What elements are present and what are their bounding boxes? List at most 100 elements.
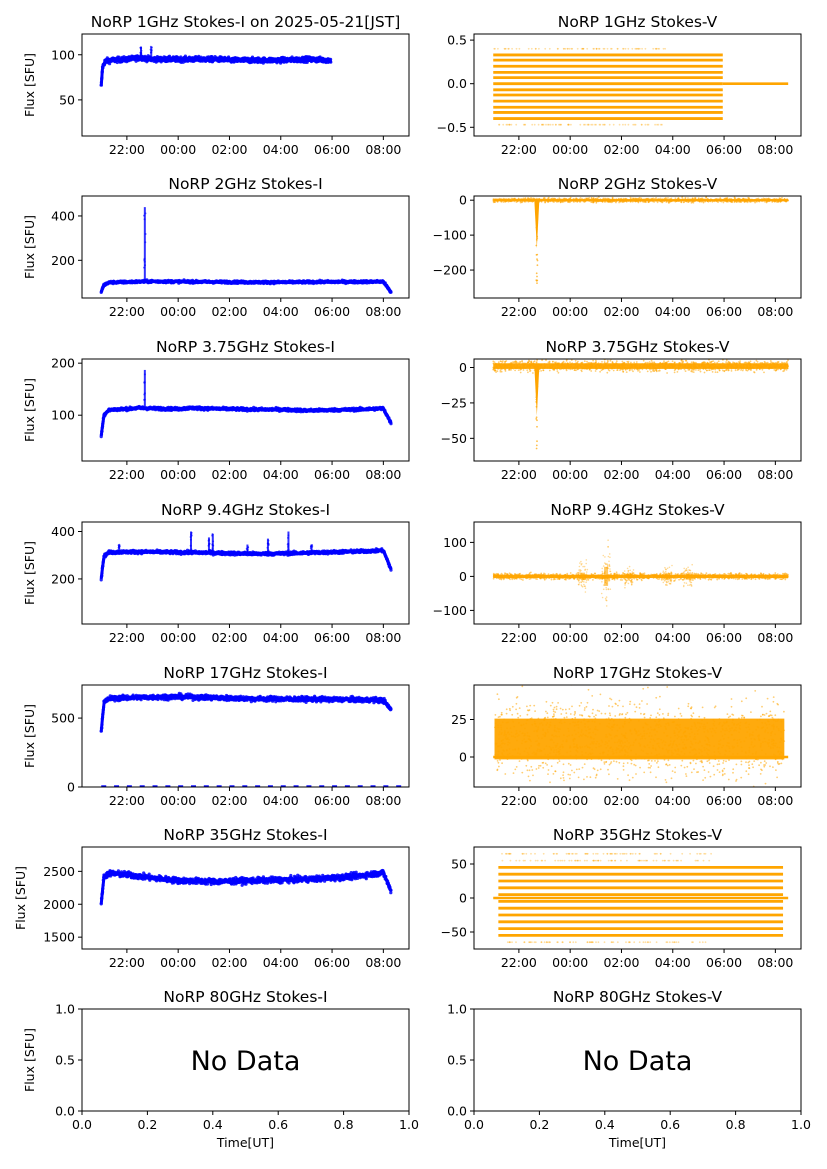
y-tick-label: 0.5 — [447, 33, 467, 48]
x-tick-label: 06:00 — [706, 142, 742, 157]
chart-title: NoRP 2GHz Stokes-V — [558, 175, 718, 193]
band-point — [539, 199, 542, 202]
band-point — [709, 198, 712, 200]
plot-area — [473, 195, 802, 299]
band-point — [739, 199, 741, 201]
band-point — [765, 199, 768, 202]
dip-point — [536, 259, 539, 262]
outlier-point — [598, 123, 601, 126]
outlier-point — [591, 123, 594, 126]
band-point — [619, 201, 622, 203]
band-point — [496, 201, 499, 203]
band-point — [610, 201, 613, 204]
spike-point — [140, 49, 143, 52]
band-point — [758, 199, 761, 202]
y-tick-label: −0.5 — [437, 120, 467, 135]
outlier-point — [507, 47, 510, 50]
band-point — [746, 198, 749, 201]
band-point — [531, 200, 534, 203]
band-point — [611, 199, 614, 202]
band-point — [653, 198, 656, 201]
band-point — [595, 200, 598, 203]
band-point — [607, 200, 610, 202]
x-tick-label: 00:00 — [160, 304, 196, 319]
band-point — [544, 201, 547, 203]
band-point — [573, 199, 575, 202]
band-point — [716, 200, 718, 202]
outlier-point — [508, 47, 510, 50]
band-point — [706, 200, 709, 202]
chart-panel: 22:00 00:00 02:00 04:00 06:00 08:00−0.50.00.5… — [437, 13, 802, 157]
band-point — [685, 200, 688, 203]
spike-point — [150, 56, 152, 59]
band-point — [511, 198, 514, 201]
outlier-point — [498, 123, 500, 126]
band-point — [668, 198, 671, 201]
outlier-point — [504, 47, 506, 50]
band-point — [634, 198, 637, 201]
band-point — [579, 200, 582, 203]
data-marks — [99, 369, 393, 439]
band-point — [602, 197, 605, 200]
band-point — [677, 197, 680, 199]
outlier-point — [508, 123, 511, 126]
outlier-point — [560, 123, 562, 126]
band-point — [578, 199, 580, 201]
data-marks — [493, 47, 789, 126]
band-point — [690, 200, 692, 202]
outlier-point — [655, 47, 658, 50]
band-point — [567, 200, 570, 202]
y-tick-label: 400 — [51, 208, 75, 223]
band-point — [585, 197, 587, 200]
outlier-point — [662, 47, 665, 50]
band-point — [729, 200, 731, 203]
band-point — [507, 198, 509, 201]
band-point — [719, 197, 722, 199]
y-tick-label: 0.0 — [447, 76, 467, 91]
band-point — [692, 201, 695, 204]
outlier-point — [606, 47, 609, 50]
band-point — [657, 199, 660, 202]
spike-point — [143, 257, 146, 260]
band-point — [589, 199, 591, 201]
outlier-point — [657, 47, 659, 50]
band-point — [583, 199, 586, 201]
outlier-point — [548, 47, 551, 50]
outlier-point — [637, 47, 640, 50]
band-point — [687, 200, 690, 203]
band-point — [575, 197, 578, 200]
band-point — [658, 198, 661, 201]
band-point — [661, 201, 664, 203]
band-point — [615, 200, 618, 202]
outlier-point — [515, 47, 518, 50]
outlier-point — [632, 123, 635, 126]
outlier-point — [594, 123, 596, 126]
band-point — [620, 199, 622, 202]
outlier-point — [567, 123, 570, 126]
band-point — [601, 200, 603, 202]
x-tick-label: 04:00 — [263, 304, 299, 319]
outlier-point — [624, 47, 627, 50]
band-point — [764, 201, 766, 203]
band-point — [653, 201, 656, 203]
band-point — [621, 200, 624, 203]
band-point — [696, 199, 699, 201]
band-point — [682, 199, 685, 202]
outlier-point — [547, 123, 549, 126]
band-point — [655, 197, 657, 199]
outlier-point — [595, 47, 598, 50]
band-point — [613, 198, 616, 201]
band-point — [655, 200, 658, 202]
band-point — [642, 200, 644, 203]
band-point — [761, 198, 763, 201]
chart-panel: 22:00 00:00 02:00 04:00 06:00 08:00200400NoRP… — [22, 175, 410, 319]
plot-area — [81, 33, 410, 137]
dip-point — [536, 253, 539, 256]
dip-point — [535, 272, 538, 275]
band-point — [778, 199, 781, 202]
outlier-point — [604, 123, 606, 126]
spike-point — [139, 46, 142, 49]
band-point — [683, 198, 686, 201]
band-point — [675, 200, 678, 203]
y-tick-label: 0 — [459, 193, 467, 208]
